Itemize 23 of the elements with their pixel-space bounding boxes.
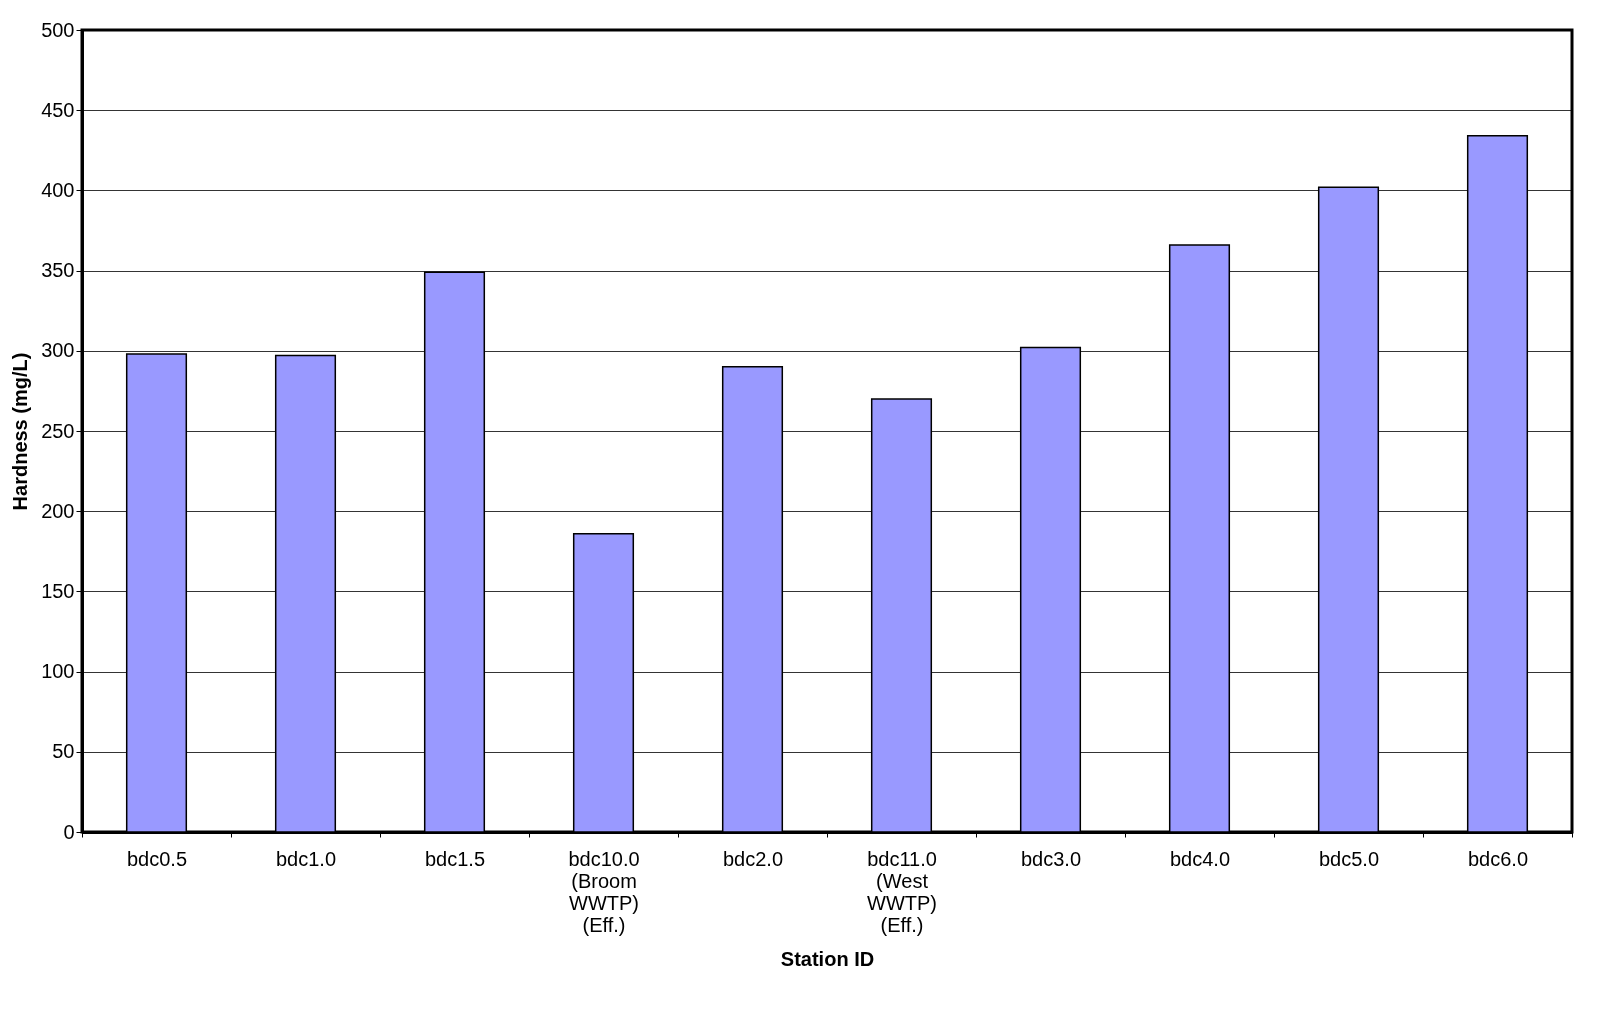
y-axis-title: Hardness (mg/L) [9, 352, 32, 511]
x-tick-label: bdc10.0 (Broom WWTP) (Eff.) [568, 847, 640, 936]
y-tick-label: 350 [41, 259, 75, 282]
y-tick-label: 150 [41, 579, 75, 602]
x-tick-label: bdc6.0 [1467, 847, 1529, 870]
y-tick-label: 250 [41, 419, 75, 442]
x-tick-label: bdc3.0 [1020, 847, 1082, 870]
x-axis-title: Station ID [780, 947, 875, 970]
x-tick-label: bdc2.0 [722, 847, 784, 870]
y-tick-label: 100 [41, 660, 75, 683]
y-tick-label: 300 [41, 339, 75, 362]
x-tick-label: bdc5.0 [1318, 847, 1380, 870]
x-tick-label: bdc0.5 [126, 847, 188, 870]
y-tick-label: 200 [41, 499, 75, 522]
y-tick-label: 0 [63, 820, 75, 843]
x-tick-label: bdc4.0 [1169, 847, 1231, 870]
y-tick-label: 500 [41, 18, 75, 41]
x-tick-label: bdc11.0 (West WWTP) (Eff.) [867, 847, 937, 936]
x-tick-label: bdc1.0 [275, 847, 337, 870]
y-tick-label: 400 [41, 178, 75, 201]
y-tick-label: 450 [41, 98, 75, 121]
y-tick-label: 50 [52, 740, 75, 763]
x-tick-label: bdc1.5 [424, 847, 486, 870]
